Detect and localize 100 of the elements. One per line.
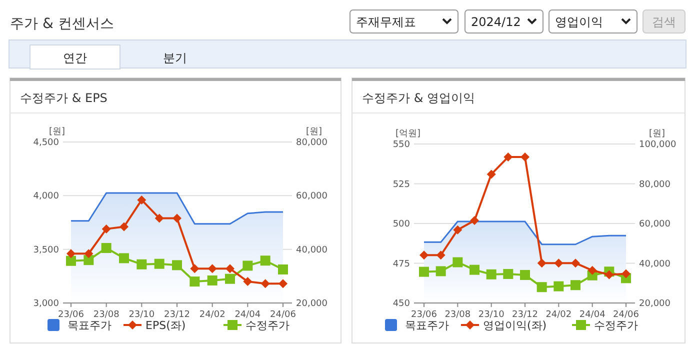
point — [84, 249, 94, 258]
y2-axis-title: [원] — [306, 127, 322, 137]
point — [436, 266, 446, 276]
y2-tick-label: 60,000 — [639, 220, 671, 230]
point — [172, 214, 182, 223]
text: 분기 — [163, 51, 187, 65]
point — [554, 281, 564, 292]
x-tick-label: 23/10 — [128, 310, 155, 320]
point — [537, 258, 546, 268]
point — [66, 249, 76, 258]
point — [470, 264, 480, 275]
y2-tick-label: 100,000 — [639, 140, 676, 150]
legend-label: 수정주가 — [246, 319, 290, 332]
y-tick-label: 4,500 — [33, 138, 60, 148]
point — [570, 280, 580, 290]
text: 검색 — [652, 15, 676, 29]
point — [622, 269, 630, 278]
point — [486, 269, 496, 280]
point — [278, 279, 288, 288]
y2-tick-label: 80,000 — [639, 180, 671, 190]
x-tick-label: 23/10 — [478, 310, 505, 320]
x-tick-label: 24/02 — [546, 310, 572, 320]
x-tick-label: 24/02 — [199, 310, 226, 320]
x-tick-label: 23/06 — [58, 310, 84, 320]
y2-tick-label: 20,000 — [296, 299, 328, 309]
x-tick-label: 24/06 — [270, 310, 296, 320]
y-tick-label: 3,000 — [33, 299, 60, 309]
legend-label: 목표주가 — [68, 319, 112, 332]
point — [436, 250, 446, 260]
y2-tick-label: 40,000 — [296, 245, 328, 256]
point — [136, 259, 147, 270]
legend-label: 목표주가 — [405, 319, 449, 332]
point — [503, 268, 514, 279]
point — [242, 260, 253, 271]
x-tick-label: 24/06 — [613, 310, 640, 320]
y-tick-label: 3,500 — [33, 245, 60, 256]
y2-tick-label: 60,000 — [296, 192, 328, 202]
point — [453, 225, 462, 234]
y-tick-label: 450 — [392, 299, 410, 309]
point — [172, 260, 182, 270]
point — [190, 264, 200, 274]
text: 영업이익 — [555, 15, 603, 29]
legend-label: EPS(좌) — [146, 319, 186, 332]
y2-tick-label: 40,000 — [639, 259, 671, 270]
text: 2024/12 — [471, 15, 521, 29]
point — [588, 266, 597, 275]
point — [243, 277, 252, 286]
x-tick-label: 23/08 — [93, 310, 120, 320]
point — [571, 258, 580, 268]
text: 주재무제표 — [356, 15, 416, 29]
x-tick-label: 23/12 — [164, 310, 190, 320]
point — [154, 214, 164, 223]
chart-title: 수정주가 & 영업이익 — [362, 91, 475, 105]
point — [520, 152, 530, 162]
x-tick-label: 23/12 — [512, 310, 538, 320]
point — [207, 275, 218, 286]
point — [470, 216, 479, 225]
x-tick-label: 23/06 — [411, 310, 438, 320]
point — [554, 258, 564, 268]
y-tick-label: 475 — [392, 259, 410, 270]
x-tick-label: 24/04 — [234, 310, 261, 320]
y-tick-label: 4,000 — [33, 192, 60, 202]
point — [190, 276, 200, 287]
point — [226, 264, 234, 274]
legend-label: 영업이익(좌) — [483, 319, 547, 332]
point — [137, 195, 146, 204]
y2-axis-title: [원] — [648, 129, 666, 139]
x-tick-label: 24/04 — [579, 310, 606, 320]
point — [260, 256, 270, 266]
y-axis-title: [억원] — [395, 129, 421, 139]
y-tick-label: 525 — [392, 180, 410, 190]
y2-tick-label: 80,000 — [296, 138, 328, 148]
point — [101, 242, 112, 253]
point — [536, 282, 547, 292]
point — [452, 257, 463, 268]
point — [225, 274, 235, 284]
point — [520, 270, 530, 280]
point — [604, 270, 614, 280]
legend-label: 수정주가 — [594, 319, 638, 332]
point — [154, 258, 164, 269]
point — [208, 264, 217, 274]
point — [119, 253, 129, 264]
point — [260, 279, 270, 288]
x-tick-label: 23/08 — [444, 310, 471, 320]
point — [278, 264, 288, 274]
y-axis-title: [원] — [48, 127, 66, 137]
point — [419, 266, 429, 277]
y2-tick-label: 20,000 — [639, 299, 671, 309]
y-tick-label: 500 — [392, 220, 410, 230]
text: 연간 — [63, 51, 87, 65]
chart-title: 수정주가 & EPS — [20, 91, 108, 105]
point — [420, 250, 428, 260]
point — [504, 152, 513, 162]
point — [84, 255, 94, 266]
point — [66, 256, 76, 266]
point — [486, 170, 496, 179]
point — [102, 224, 111, 234]
y-tick-label: 550 — [392, 140, 410, 150]
text: 주가 & 컨센서스 — [10, 16, 114, 32]
point — [120, 222, 128, 232]
